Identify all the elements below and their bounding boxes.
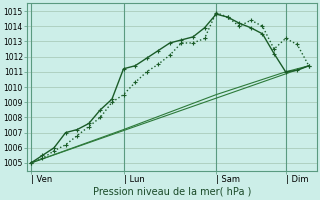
- X-axis label: Pression niveau de la mer( hPa ): Pression niveau de la mer( hPa ): [92, 187, 251, 197]
